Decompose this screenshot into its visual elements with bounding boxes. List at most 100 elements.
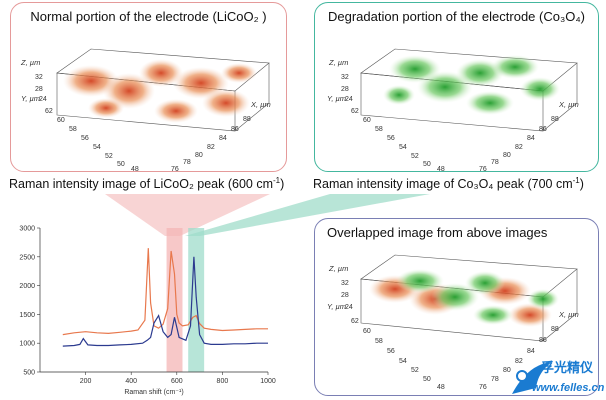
normal-x-tick: 82 (207, 144, 215, 151)
overlap-3d-image: Z, µm 32 28 Y, µm 24 62 60 58 56 54 52 5… (327, 254, 579, 391)
co3o4-caption-sup: -1 (572, 176, 580, 185)
degradation-z-tick: 24 (345, 96, 353, 103)
overlap-panel-title: Overlapped image from above images (327, 225, 548, 240)
overlap-intensity-blobs (369, 269, 559, 327)
normal-y-label: Y, µm (21, 94, 40, 103)
x-tick-label: 1000 (260, 378, 276, 385)
y-tick-label: 3000 (19, 226, 35, 233)
overlap-y-tick: 56 (387, 348, 395, 355)
watermark-brand: 孚光精仪 (541, 360, 594, 375)
degradation-y-tick: 54 (399, 144, 407, 151)
normal-x-tick: 76 (171, 166, 179, 172)
overlap-y-tick: 60 (363, 328, 371, 335)
normal-y-tick: 54 (93, 144, 101, 151)
overlap-x-tick: 84 (527, 348, 535, 355)
degradation-z-tick: 28 (341, 86, 349, 93)
overlap-x-tick: 80 (503, 367, 511, 374)
degradation-x-tick: 80 (503, 152, 511, 159)
normal-y-tick: 58 (69, 126, 77, 133)
highlight-band (166, 228, 183, 372)
normal-z-tick: 24 (39, 96, 47, 103)
co3o4-connector (185, 194, 430, 236)
series-line (62, 248, 268, 336)
degradation-y-tick: 60 (363, 117, 371, 124)
overlap-y-tick: 58 (375, 338, 383, 345)
watermark-url: www.felles.cn (532, 382, 605, 394)
licoo-connector (105, 194, 270, 236)
degradation-x-tick: 84 (527, 135, 535, 142)
degradation-z-label: Z, µm (328, 58, 348, 67)
degradation-intensity-blobs (383, 55, 560, 115)
overlap-z-label: Z, µm (328, 264, 348, 273)
x-tick-label: 400 (125, 378, 137, 385)
degradation-panel-title: Degradation portion of the electrode (Co… (327, 9, 586, 24)
normal-x-tick: 78 (183, 159, 191, 166)
normal-x-tick: 80 (195, 152, 203, 159)
degradation-z-tick: 32 (341, 74, 349, 81)
degradation-x-tick: 86 (539, 126, 547, 133)
normal-z-tick: 32 (35, 74, 43, 81)
degradation-x-tick: 76 (479, 166, 487, 172)
degradation-x-tick: 82 (515, 144, 523, 151)
y-tick-label: 1000 (19, 341, 35, 348)
degradation-x-tick: 88 (551, 116, 559, 123)
overlap-y-tick: 52 (411, 367, 419, 374)
overlap-x-tick: 82 (515, 358, 523, 365)
normal-y-tick: 52 (105, 153, 113, 160)
overlap-x-tick: 76 (479, 384, 487, 391)
overlap-z-tick: 24 (345, 304, 353, 311)
co3o4-caption-suffix: ) (579, 177, 584, 192)
x-tick-label: 200 (80, 378, 92, 385)
licoo-caption: Raman intensity image of LiCoO₂ peak (60… (9, 176, 284, 191)
overlap-x-tick: 78 (491, 376, 499, 383)
overlap-y-tick: 48 (437, 384, 445, 391)
normal-y-tick: 48 (131, 166, 139, 172)
degradation-x-tick: 78 (491, 159, 499, 166)
overlap-z-tick: 28 (341, 292, 349, 299)
x-axis-label: Raman shift (cm⁻¹) (124, 389, 183, 396)
licoo-caption-text: Raman intensity image of LiCoO₂ peak (60… (9, 177, 274, 192)
degradation-y-tick: 48 (437, 166, 445, 172)
x-tick-label: 800 (217, 378, 229, 385)
degradation-y-tick: 62 (351, 108, 359, 115)
degradation-x-label: X, µm (558, 100, 579, 109)
degradation-y-tick: 56 (387, 135, 395, 142)
degradation-3d-image: Z, µm 32 28 Y, µm 24 62 60 58 56 54 52 5… (327, 48, 579, 172)
licoo-caption-suffix: ) (280, 177, 285, 192)
normal-panel-title: Normal portion of the electrode (LiCoO₂ … (30, 9, 267, 24)
normal-intensity-blobs (63, 59, 257, 123)
normal-x-label: X, µm (250, 100, 271, 109)
watermark-logo-icon (512, 362, 552, 394)
overlap-z-tick: 32 (341, 280, 349, 287)
overlap-x-tick: 88 (551, 326, 559, 333)
overlap-x-label: X, µm (558, 310, 579, 319)
normal-y-tick: 50 (117, 161, 125, 168)
degradation-electrode-panel: Degradation portion of the electrode (Co… (314, 2, 599, 172)
normal-y-tick: 60 (57, 117, 65, 124)
normal-x-tick: 84 (219, 135, 227, 142)
normal-y-tick: 62 (45, 108, 53, 115)
normal-z-label: Z, µm (20, 58, 40, 67)
normal-y-tick: 56 (81, 135, 89, 142)
x-tick-label: 600 (171, 378, 183, 385)
degradation-y-tick: 58 (375, 126, 383, 133)
licoo-caption-sup: -1 (273, 176, 281, 185)
overlap-y-tick: 62 (351, 318, 359, 325)
normal-electrode-panel: Normal portion of the electrode (LiCoO₂ … (10, 2, 287, 172)
overlap-x-tick: 86 (539, 337, 547, 344)
overlapped-image-panel: Overlapped image from above images Z, µm… (314, 218, 599, 396)
overlap-y-tick: 50 (423, 376, 431, 383)
overlap-y-tick: 54 (399, 358, 407, 365)
normal-3d-image: Z, µm 32 28 Y, µm 24 62 60 58 56 54 52 5… (20, 48, 271, 172)
raman-spectrum-chart: 500 1000 1500 2000 2500 3000 200 400 600 800 1000 R… (19, 226, 276, 397)
overlap-y-label: Y, µm (327, 302, 346, 311)
degradation-y-tick: 50 (423, 161, 431, 168)
degradation-y-label: Y, µm (327, 94, 346, 103)
normal-z-tick: 28 (35, 86, 43, 93)
degradation-y-tick: 52 (411, 153, 419, 160)
y-tick-label: 500 (23, 370, 35, 377)
y-tick-label: 2500 (19, 254, 35, 261)
y-tick-label: 1500 (19, 312, 35, 319)
co3o4-caption: Raman intensity image of Co₃O₄ peak (700… (313, 176, 584, 191)
